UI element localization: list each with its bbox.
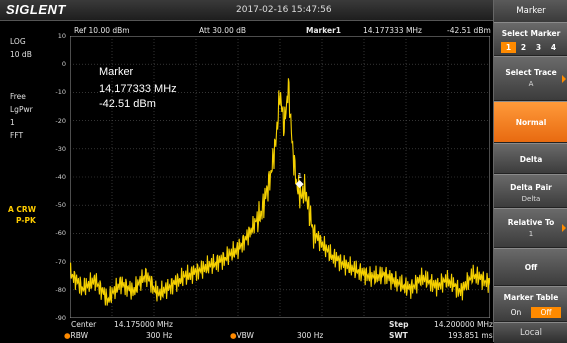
attenuation: Att 30.00 dB [199,26,247,35]
sweep-type: FFT [10,131,24,140]
y-tick-label: -90 [55,314,66,322]
marker-table-on[interactable]: On [510,308,522,317]
select-trace-key[interactable]: Select Trace A [494,56,567,101]
select-trace-label: Select Trace [505,68,557,77]
top-bar: SIGLENT 2017-02-16 15:47:56 [0,0,493,21]
y-tick-label: -30 [55,144,66,153]
y-tick-label: -40 [55,173,66,181]
delta-pair-value: Delta [521,195,541,203]
marker-readout-title: Marker [99,66,134,78]
relative-to-label: Relative To [507,218,555,227]
trace-mode: LgPwr [10,105,33,114]
panel-title: Marker [494,0,567,23]
step-value: 14.200000 MHz [434,320,493,329]
submenu-arrow-icon [562,224,566,232]
delta-pair-key[interactable]: Delta Pair Delta [494,174,567,208]
relative-to-value: 1 [528,230,534,238]
swt-value: 193.851 ms [448,331,493,340]
delta-label: Delta [519,155,543,164]
y-tick-label: -70 [55,257,66,266]
date-time: 2017-02-16 15:47:56 [236,5,332,15]
y-tick-label: -10 [55,88,66,97]
trace-label: A CRW [8,205,36,214]
marker-readout-freq: 14.177333 MHz [99,83,177,95]
vbw-value: 300 Hz [297,331,324,340]
plot-grid [70,36,490,318]
rbw-label: ●RBW [64,331,89,340]
marker-table-label: Marker Table [503,293,559,302]
marker-1[interactable]: 1 [295,172,304,189]
local-button[interactable]: Local [494,322,567,343]
y-tick-label: -50 [55,201,66,210]
marker-header-freq: 14.177333 MHz [363,26,422,35]
y-tick-label: -20 [55,116,66,125]
delta-key[interactable]: Delta [494,143,567,174]
select-trace-value: A [528,80,534,88]
marker-number-3[interactable]: 3 [535,43,542,52]
delta-pair-label: Delta Pair [510,183,552,192]
y-tick-label: -60 [55,229,66,238]
marker-number-1[interactable]: 1 [501,42,516,53]
rbw-indicator-icon: ● [64,331,71,340]
average-count: 1 [10,118,15,127]
marker-table-key[interactable]: Marker Table On Off [494,286,567,322]
center-label: Center [71,320,97,329]
vbw-label: ●VBW [230,331,254,340]
trace-line [70,78,490,306]
y-tick-label: -80 [55,285,66,294]
marker-table-off[interactable]: Off [531,307,561,318]
marker-header-level: -42.51 dBm [447,26,491,35]
vbw-indicator-icon: ● [230,331,237,340]
normal-label: Normal [515,118,547,127]
marker-diamond-icon [295,180,304,189]
normal-key[interactable]: Normal [494,101,567,143]
marker-name: Marker1 [306,26,342,35]
center-value: 14.175000 MHz [114,320,173,329]
detector-label: P-PK [16,216,36,225]
marker-readout-level: -42.51 dBm [99,98,156,110]
off-key[interactable]: Off [494,248,567,286]
submenu-arrow-icon [562,74,566,83]
marker-number-4[interactable]: 4 [550,43,557,52]
marker-number: 1 [298,172,302,180]
swt-label: SWT [389,331,408,340]
scale-div: 10 dB [10,50,32,59]
spectrum-plot[interactable]: 1 [70,36,490,318]
trigger-free: Free [10,92,26,101]
y-tick-label: 0 [61,60,66,69]
off-label: Off [524,263,538,272]
ref-level: Ref 10.00 dBm [74,26,130,35]
select-marker-label: Select Marker [501,29,561,38]
marker-number-2[interactable]: 2 [520,43,527,52]
scale-type: LOG [10,37,26,46]
y-tick-label: 10 [57,32,66,40]
brand-logo: SIGLENT [6,2,66,17]
step-label: Step [389,320,409,329]
rbw-value: 300 Hz [146,331,173,340]
relative-to-key[interactable]: Relative To 1 [494,208,567,248]
